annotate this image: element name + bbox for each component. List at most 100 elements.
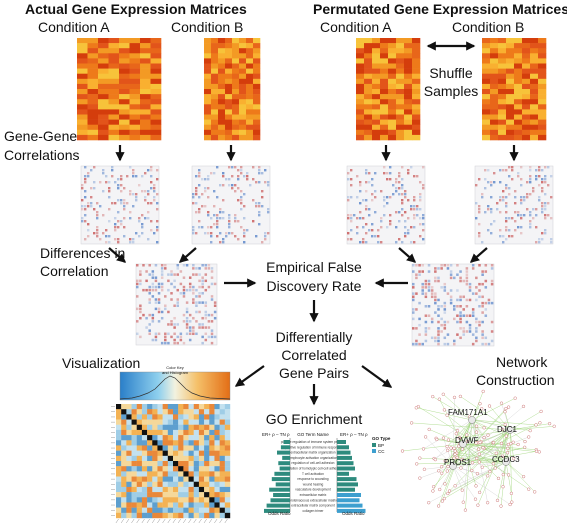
network-edge	[505, 424, 507, 463]
matrix-cell	[139, 310, 142, 314]
matrix-cell	[493, 220, 496, 223]
matrix-cell	[347, 232, 350, 235]
viz-axis-tick	[172, 518, 176, 523]
matrix-cell	[514, 220, 517, 223]
matrix-cell	[264, 181, 267, 184]
viz-heatmap-cell	[152, 445, 158, 451]
viz-heatmap-cell	[131, 409, 137, 415]
heatmap-cell	[530, 73, 539, 80]
heatmap-cell	[522, 78, 531, 85]
viz-heatmap-cell	[147, 445, 153, 451]
viz-heatmap-cell	[147, 424, 153, 431]
matrix-cell	[198, 323, 201, 326]
color-key-title-line2: and Histogram	[162, 370, 189, 375]
viz-heatmap-cell	[152, 476, 158, 482]
matrix-cell	[526, 181, 529, 184]
matrix-cell	[471, 314, 475, 317]
matrix-cell	[421, 270, 424, 273]
heatmap-cell	[396, 38, 405, 44]
network-edge	[472, 429, 511, 463]
matrix-cell	[204, 301, 208, 304]
network-edge	[505, 461, 535, 493]
matrix-cell	[365, 190, 368, 193]
heatmap-cell	[522, 58, 531, 64]
arrow-to-visualization	[234, 365, 265, 387]
heatmap-cell	[356, 129, 365, 136]
heatmap-cell	[246, 119, 254, 125]
matrix-cell	[440, 317, 443, 321]
viz-heatmap-cell	[183, 414, 189, 420]
heatmap-cell	[150, 129, 162, 136]
network-edge	[509, 411, 542, 431]
matrix-cell	[154, 285, 158, 289]
viz-heatmap-cell	[219, 419, 226, 425]
matrix-cell	[496, 202, 499, 205]
matrix-cell	[264, 238, 267, 241]
viz-heatmap-cell	[136, 461, 143, 467]
matrix-cell	[182, 292, 186, 295]
heatmap-cell	[77, 48, 88, 54]
go-legend-bp-swatch	[372, 443, 376, 447]
matrix-cell	[437, 279, 440, 283]
matrix-cell	[173, 304, 176, 307]
viz-heatmap-cell	[141, 409, 148, 415]
viz-heatmap-cell	[167, 440, 174, 446]
heatmap-cell	[372, 63, 381, 69]
matrix-cell	[404, 190, 407, 193]
matrix-cell	[443, 301, 447, 305]
network-node	[496, 476, 501, 480]
network-edge	[446, 419, 473, 447]
heatmap-cell	[98, 53, 109, 59]
network-node	[503, 410, 507, 414]
matrix-cell	[484, 301, 488, 305]
matrix-cell	[179, 292, 183, 295]
matrix-cell	[418, 342, 421, 346]
dc-label-line3: Gene Pairs	[279, 365, 349, 381]
viz-heatmap-cell	[121, 492, 127, 498]
heatmap-cell	[490, 78, 499, 85]
heatmap-cell	[140, 58, 151, 64]
matrix-cell	[421, 289, 424, 292]
heatmap-cell	[77, 53, 88, 59]
heatmap-cell	[77, 129, 88, 136]
network-nodes	[400, 389, 556, 512]
viz-heatmap-cell	[214, 445, 220, 451]
heatmap-cell	[246, 68, 254, 74]
network-node	[475, 472, 479, 476]
matrix-cell	[484, 178, 487, 181]
network-label-line2: Construction	[476, 372, 555, 388]
viz-heatmap-cell	[116, 507, 122, 514]
matrix-cell	[123, 217, 126, 220]
viz-heatmap-cell	[126, 507, 132, 514]
heatmap-cell	[87, 78, 99, 85]
heatmap-cell	[482, 134, 491, 141]
go-term: regulation of cell-cell adhesion	[292, 461, 335, 465]
matrix-cell	[520, 214, 523, 217]
matrix-cell	[141, 190, 144, 193]
matrix-cell	[114, 229, 117, 232]
matrix-cell	[153, 187, 156, 190]
matrix-cell	[219, 232, 222, 235]
matrix-cell	[412, 298, 415, 302]
viz-heatmap-cell	[141, 466, 148, 472]
network-node	[437, 504, 441, 508]
viz-heatmap-cell	[141, 455, 148, 462]
matrix-cell	[529, 175, 532, 178]
viz-heatmap-cell	[116, 404, 122, 410]
network-node	[460, 447, 464, 451]
heatmap-cell	[239, 38, 247, 44]
matrix-cell	[144, 196, 147, 199]
heatmap-cell	[522, 109, 531, 115]
matrix-cell	[493, 181, 496, 184]
matrix-cell	[505, 217, 508, 220]
heatmap-cell	[396, 58, 405, 64]
viz-heatmap-cell	[178, 404, 184, 410]
expression-heatmap-actual-a	[77, 38, 162, 141]
matrix-cell	[407, 232, 410, 235]
viz-heatmap-cell	[219, 471, 226, 477]
matrix-cell	[478, 178, 481, 181]
network-node	[511, 440, 515, 444]
matrix-cell	[386, 178, 389, 181]
matrix-cell	[120, 202, 123, 205]
viz-heatmap-cell	[183, 450, 189, 457]
